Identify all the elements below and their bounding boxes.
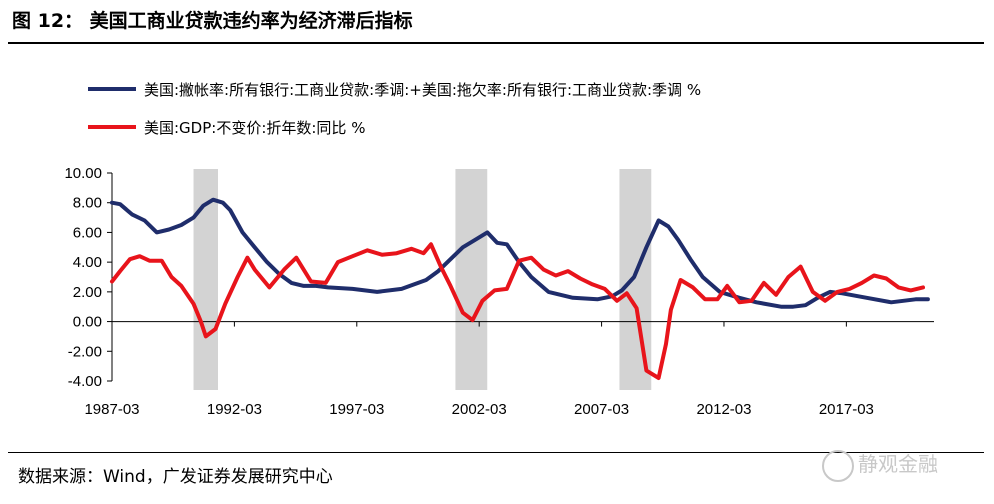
series-line-1	[110, 242, 925, 380]
series-lines	[110, 197, 930, 380]
x-tick-label: 1992-03	[207, 401, 262, 418]
x-tick-label: 2007-03	[574, 401, 629, 418]
x-tick-label: 2017-03	[819, 401, 874, 418]
page-title: 图 12： 美国工商业贷款违约率为经济滞后指标	[12, 10, 413, 32]
data-source: 数据来源：Wind，广发证券发展研究中心	[18, 467, 333, 487]
y-tick-label: -2.00	[68, 343, 102, 360]
legend: 美国:撇帐率:所有银行:工商业贷款:季调:+美国:拖欠率:所有银行:工商业贷款:…	[88, 81, 701, 137]
wechat-icon	[822, 450, 854, 482]
y-tick-label: 0.00	[73, 314, 102, 331]
footer-divider	[8, 452, 984, 453]
recession-band-1	[455, 169, 488, 390]
title-divider	[8, 42, 984, 44]
line-chart: 美国:撇帐率:所有银行:工商业贷款:季调:+美国:拖欠率:所有银行:工商业贷款:…	[64, 81, 934, 418]
y-tick-label: 8.00	[73, 195, 102, 212]
x-tick-label: 2012-03	[696, 401, 751, 418]
x-tick-label: 1997-03	[329, 401, 384, 418]
series-line-0	[110, 197, 930, 309]
y-tick-label: 10.00	[64, 165, 102, 182]
y-tick-label: -4.00	[68, 373, 102, 390]
x-tick-label: 1987-03	[84, 401, 139, 418]
watermark: 静观金融	[858, 452, 938, 476]
y-tick-label: 6.00	[73, 224, 102, 241]
legend-label-0: 美国:撇帐率:所有银行:工商业贷款:季调:+美国:拖欠率:所有银行:工商业贷款:…	[144, 81, 701, 99]
y-tick-label: 4.00	[73, 254, 102, 271]
legend-label-1: 美国:GDP:不变价:折年数:同比 %	[144, 119, 365, 137]
y-tick-label: 2.00	[73, 284, 102, 301]
axes: 10.00 8.00 6.00 4.00 2.00 0.00 -2.00 -4.00 1987-…	[64, 165, 934, 418]
recession-band-2	[619, 169, 652, 390]
x-tick-label: 2002-03	[452, 401, 507, 418]
